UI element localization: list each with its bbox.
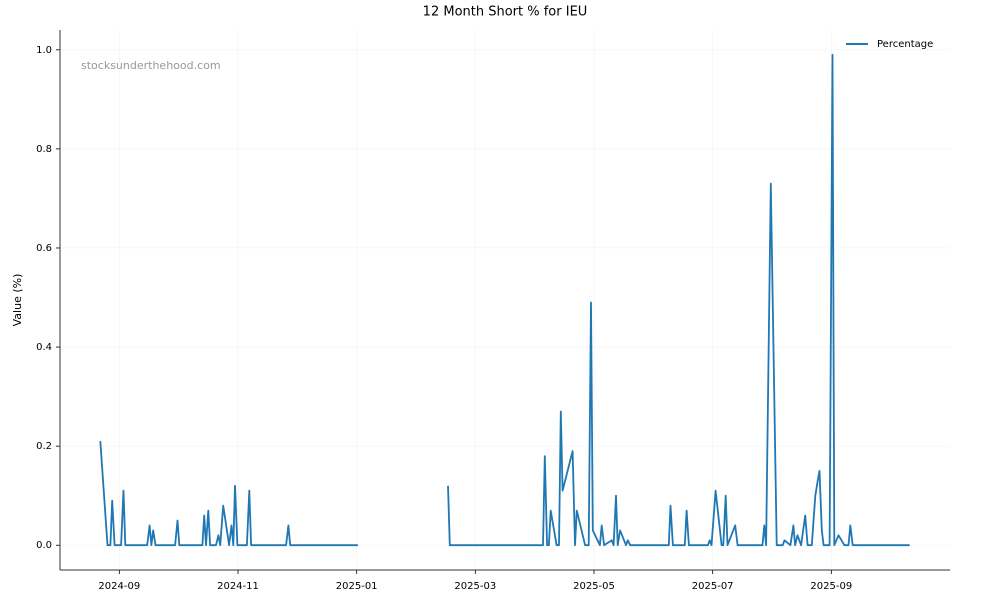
x-tick-label: 2025-01 xyxy=(336,581,378,592)
y-tick-label: 0.0 xyxy=(36,540,52,551)
y-tick-label: 0.4 xyxy=(36,342,52,353)
chart-title: 12 Month Short % for IEU xyxy=(423,5,588,20)
watermark: stocksunderthehood.com xyxy=(81,59,221,72)
data-line xyxy=(99,53,910,547)
x-tick-label: 2024-11 xyxy=(217,581,259,592)
x-tick-label: 2025-03 xyxy=(454,581,496,592)
x-tick-label: 2024-09 xyxy=(98,581,140,592)
y-axis-label: Value (%) xyxy=(11,274,24,327)
y-tick-label: 0.2 xyxy=(36,441,52,452)
y-tick-label: 0.6 xyxy=(36,243,52,254)
y-tick-label: 0.8 xyxy=(36,144,52,155)
y-tick-label: 1.0 xyxy=(36,45,52,56)
x-tick-label: 2025-09 xyxy=(810,581,852,592)
legend-label: Percentage xyxy=(877,39,933,50)
x-tick-label: 2025-05 xyxy=(573,581,615,592)
x-tick-label: 2025-07 xyxy=(692,581,734,592)
